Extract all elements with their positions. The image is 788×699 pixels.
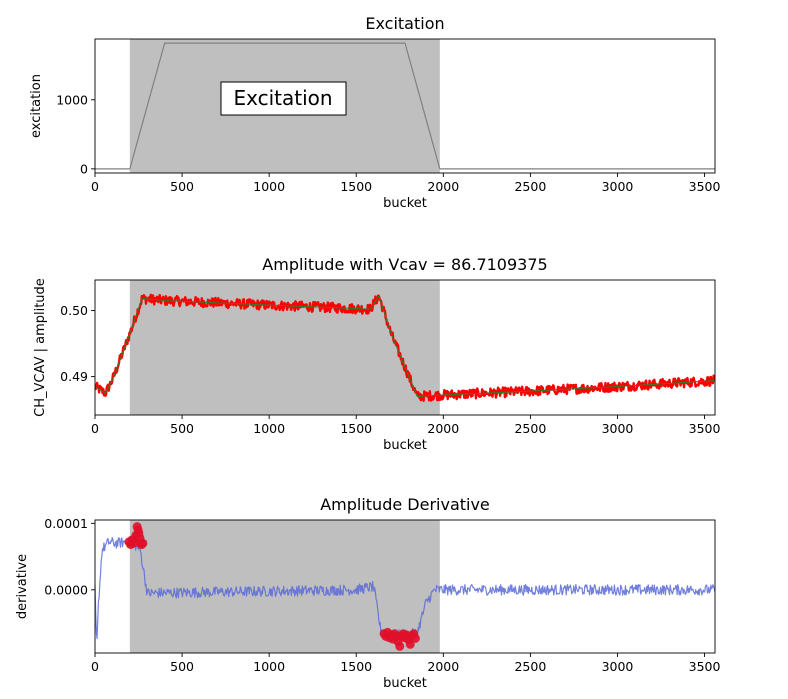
x-tick-label: 3000 [602, 659, 634, 674]
plot-area [95, 42, 715, 170]
x-axis-label: bucket [383, 438, 427, 453]
chart-title: Amplitude Derivative [320, 495, 490, 514]
x-tick-label: 1500 [340, 421, 372, 436]
y-axis-label: CH_VCAV | amplitude [33, 278, 48, 417]
y-axis-label: derivative [15, 554, 30, 619]
highlight-point [410, 633, 420, 643]
annotation-label: Excitation [233, 86, 332, 110]
plot-area [95, 293, 715, 402]
axes-frame [94, 279, 716, 416]
x-tick-label: 3500 [689, 179, 721, 194]
x-tick-label: 0 [91, 179, 99, 194]
y-tick-label: 1000 [56, 92, 88, 107]
chart-title: Excitation [365, 14, 444, 33]
x-tick-label: 1500 [340, 179, 372, 194]
x-tick-label: 3000 [602, 179, 634, 194]
highlight-point [395, 641, 405, 651]
x-tick-label: 2500 [514, 659, 546, 674]
x-tick-label: 500 [170, 421, 194, 436]
plot-area [95, 522, 715, 651]
axes-frame [94, 519, 716, 654]
x-tick-label: 3500 [689, 421, 721, 436]
y-tick-label: 0.0001 [44, 516, 88, 531]
chart-2: 0 500 1000 1500 2000 2500 3000 3500 0.49 0.50 Ampl… [33, 255, 721, 453]
highlight-point [405, 639, 415, 649]
shaded-region [129, 280, 440, 415]
x-axis-label: bucket [383, 676, 427, 691]
x-tick-label: 500 [170, 179, 194, 194]
chart-1: 0 500 1000 1500 2000 2500 3000 3500 0 1000 Excitat… [29, 14, 721, 211]
series-line-2 [95, 295, 715, 397]
series-line-1 [95, 42, 715, 170]
x-tick-label: 0 [91, 659, 99, 674]
x-tick-label: 2500 [514, 421, 546, 436]
x-tick-label: 2000 [427, 421, 459, 436]
x-tick-label: 1000 [253, 179, 285, 194]
x-tick-label: 1500 [340, 659, 372, 674]
axes-frame [94, 38, 716, 174]
y-axis-label: excitation [29, 74, 44, 138]
y-tick-label: 0.49 [60, 369, 88, 384]
x-tick-label: 1000 [253, 659, 285, 674]
y-tick-label: 0.0000 [44, 582, 88, 597]
x-tick-label: 3500 [689, 659, 721, 674]
x-tick-label: 2000 [427, 179, 459, 194]
x-tick-label: 2000 [427, 659, 459, 674]
annotation-box [220, 81, 347, 116]
highlight-point [138, 538, 148, 548]
x-tick-label: 1000 [253, 421, 285, 436]
y-tick-label: 0 [80, 161, 88, 176]
x-axis-label: bucket [383, 196, 427, 211]
chart-title: Amplitude with Vcav = 86.7109375 [262, 255, 547, 274]
y-tick-label: 0.50 [60, 303, 88, 318]
x-tick-label: 500 [170, 659, 194, 674]
x-tick-label: 2500 [514, 179, 546, 194]
x-tick-label: 3000 [602, 421, 634, 436]
series-line-1 [95, 293, 715, 402]
x-tick-label: 0 [91, 421, 99, 436]
chart-3: 0 500 1000 1500 2000 2500 3000 3500 0.0001 0.0000… [15, 495, 721, 691]
